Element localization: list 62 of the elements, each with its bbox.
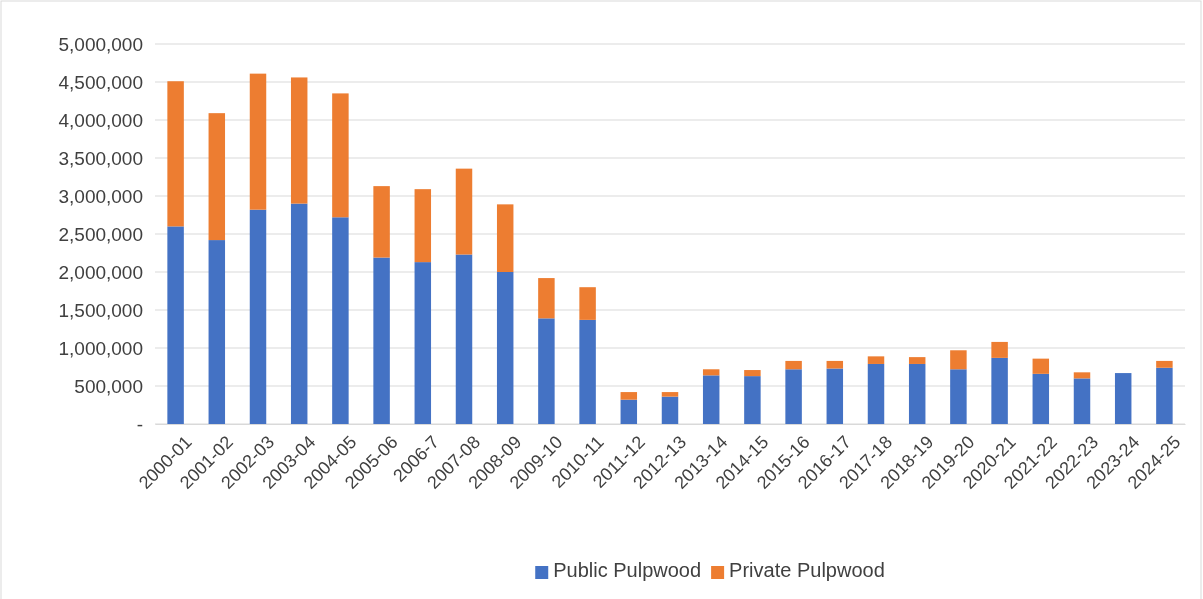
bar [579, 319, 596, 424]
bar [1114, 373, 1132, 424]
bar [620, 399, 638, 424]
bar [991, 341, 1008, 358]
legend-label: Public Pulpwood [553, 559, 702, 581]
bar [744, 376, 761, 424]
bar [785, 360, 802, 370]
y-tick-label: 5,000,000 [58, 33, 143, 55]
y-tick-label: 500,000 [74, 375, 143, 397]
bar [867, 356, 885, 364]
bar [1156, 367, 1173, 424]
y-tick-label: 2,500,000 [58, 223, 143, 245]
y-tick-label: - [136, 413, 143, 435]
bar [1032, 373, 1050, 424]
bar [167, 81, 184, 227]
bar [826, 360, 844, 369]
bar [208, 240, 226, 424]
bar [455, 254, 473, 424]
bar [496, 272, 514, 424]
bar [1073, 378, 1091, 424]
bar [249, 209, 267, 424]
bar [414, 189, 432, 263]
bar [290, 203, 308, 424]
bar [167, 226, 184, 424]
y-tick-label: 1,500,000 [58, 299, 143, 321]
bar [579, 287, 596, 320]
bar [702, 375, 720, 424]
bar [826, 368, 844, 424]
bar [1073, 372, 1091, 379]
bar [414, 262, 432, 424]
bar [455, 168, 473, 255]
bar [908, 357, 926, 364]
y-tick-label: 1,000,000 [58, 337, 143, 359]
bar [373, 257, 390, 424]
bar [661, 392, 679, 397]
bar [950, 369, 967, 424]
bar [332, 93, 349, 218]
y-tick-label: 3,000,000 [58, 185, 143, 207]
bar [496, 204, 514, 272]
y-tick-label: 4,500,000 [58, 71, 143, 93]
bar [661, 396, 679, 424]
bar [991, 357, 1008, 424]
bar [1032, 358, 1050, 374]
bar [785, 369, 802, 424]
y-tick-label: 3,500,000 [58, 147, 143, 169]
bar [908, 363, 926, 424]
bar [950, 350, 967, 370]
bar [620, 392, 638, 400]
bar [538, 278, 555, 319]
bar [290, 77, 308, 204]
y-tick-label: 4,000,000 [58, 109, 143, 131]
bar [702, 369, 720, 376]
legend-label: Private Pulpwood [729, 559, 885, 581]
bar [1156, 360, 1173, 368]
bar [867, 363, 885, 424]
bar [373, 186, 390, 258]
bar [249, 73, 267, 210]
bar [744, 370, 761, 377]
bar [208, 113, 226, 241]
bar [332, 217, 349, 424]
y-tick-label: 2,000,000 [58, 261, 143, 283]
bar [538, 318, 555, 424]
